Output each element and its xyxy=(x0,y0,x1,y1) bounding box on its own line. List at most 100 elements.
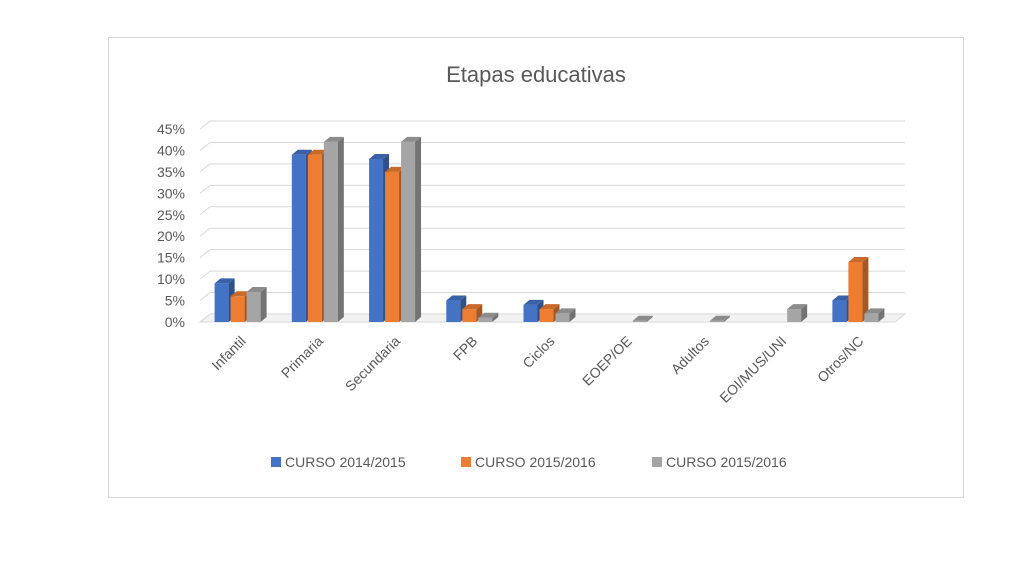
bar-top xyxy=(307,149,328,155)
y-tick-label: 45% xyxy=(157,121,185,137)
grid-line-side xyxy=(199,249,211,259)
legend-entry: CURSO 2014/2015 xyxy=(271,454,406,470)
bar-top xyxy=(848,256,869,262)
x-category-label: Otros/NC xyxy=(814,333,867,386)
bar xyxy=(709,315,730,322)
bar-top xyxy=(632,315,653,321)
bar-side xyxy=(878,308,885,322)
y-tick-label: 40% xyxy=(157,142,185,158)
legend-swatch xyxy=(652,457,662,467)
bar-front xyxy=(369,159,384,322)
grid-line-side xyxy=(199,184,211,194)
bar xyxy=(478,312,499,322)
bar-side xyxy=(646,315,653,322)
bar-side xyxy=(415,136,422,322)
bar xyxy=(246,286,267,322)
y-tick-label: 10% xyxy=(157,271,185,287)
grid-line-side xyxy=(199,120,211,130)
x-category-label: Infantil xyxy=(208,333,248,373)
bar-top xyxy=(462,304,483,310)
bar-top xyxy=(539,304,560,310)
bar-front xyxy=(214,283,229,322)
bar-front xyxy=(709,320,724,322)
bar-top xyxy=(832,295,853,301)
bar-top xyxy=(709,315,730,321)
bar-front xyxy=(632,320,647,322)
grid-line-side xyxy=(199,227,211,237)
legend-swatch xyxy=(271,457,281,467)
bar-front xyxy=(787,309,802,322)
bar-top xyxy=(478,312,499,318)
bar-top xyxy=(323,136,344,142)
bar-front xyxy=(832,300,847,322)
grid-line-side xyxy=(199,163,211,173)
bar-front xyxy=(307,154,322,322)
bar-top xyxy=(787,304,808,310)
grid-line-side xyxy=(199,270,211,280)
bars xyxy=(214,136,885,322)
grid-line-side xyxy=(199,292,211,301)
grid-line-side xyxy=(199,206,211,216)
chart-title: Etapas educativas xyxy=(446,62,626,87)
x-axis-categories: Infantil Primaria Secundaria FPB Ciclos EOEP/… xyxy=(208,333,866,406)
legend-entry: CURSO 2015/2016 xyxy=(461,454,596,470)
bar-front xyxy=(385,171,400,322)
bar xyxy=(848,256,869,322)
bar-front xyxy=(230,296,245,322)
bar-front xyxy=(864,313,879,322)
chart-frame xyxy=(108,37,964,498)
bar xyxy=(632,315,653,322)
bar-side xyxy=(569,308,576,322)
legend: CURSO 2014/2015 CURSO 2015/2016 CURSO 2015… xyxy=(271,454,787,470)
bar-top xyxy=(230,291,251,297)
bar-top xyxy=(864,308,885,314)
grid-line-side xyxy=(199,142,211,151)
bar-side xyxy=(723,315,730,322)
bar-front xyxy=(446,300,461,322)
y-tick-label: 5% xyxy=(165,293,185,309)
bar xyxy=(401,136,422,322)
bar-top xyxy=(523,299,544,305)
bar-side xyxy=(801,304,808,322)
x-category-label: EOI/MUS/UNI xyxy=(716,333,789,406)
bar-front xyxy=(478,317,493,322)
x-category-label: Primaria xyxy=(278,333,326,381)
x-category-label: EOEP/OE xyxy=(579,333,635,389)
bar xyxy=(555,308,576,322)
y-tick-label: 30% xyxy=(157,185,185,201)
bar-front xyxy=(539,309,554,322)
y-tick-label: 20% xyxy=(157,228,185,244)
bar-front xyxy=(246,291,261,322)
bar xyxy=(323,136,344,322)
legend-label: CURSO 2015/2016 xyxy=(666,454,787,470)
bar-front xyxy=(401,141,416,322)
bar-front xyxy=(291,154,306,322)
x-category-label: Adultos xyxy=(668,333,712,377)
y-tick-label: 0% xyxy=(165,314,185,330)
bar xyxy=(787,304,808,322)
bar-side xyxy=(492,312,499,322)
x-category-label: Ciclos xyxy=(519,333,557,371)
bar-side xyxy=(260,286,267,322)
bar-front xyxy=(323,141,338,322)
y-tick-label: 15% xyxy=(157,250,185,266)
legend-label: CURSO 2015/2016 xyxy=(475,454,596,470)
x-category-label: FPB xyxy=(450,333,481,364)
bar-top xyxy=(401,136,422,142)
bar-front xyxy=(555,313,570,322)
bar xyxy=(864,308,885,322)
bar-top xyxy=(214,278,235,284)
bar-top xyxy=(385,166,406,172)
legend-label: CURSO 2014/2015 xyxy=(285,454,406,470)
legend-swatch xyxy=(461,457,471,467)
bar-top xyxy=(291,149,312,155)
bar-top xyxy=(446,295,467,301)
bar-top xyxy=(369,154,390,160)
bar-side xyxy=(862,256,869,322)
y-tick-label: 35% xyxy=(157,164,185,180)
x-category-label: Secundaria xyxy=(342,333,404,395)
bar-front xyxy=(848,261,863,322)
bar-top xyxy=(555,308,576,314)
legend-entry: CURSO 2015/2016 xyxy=(652,454,787,470)
